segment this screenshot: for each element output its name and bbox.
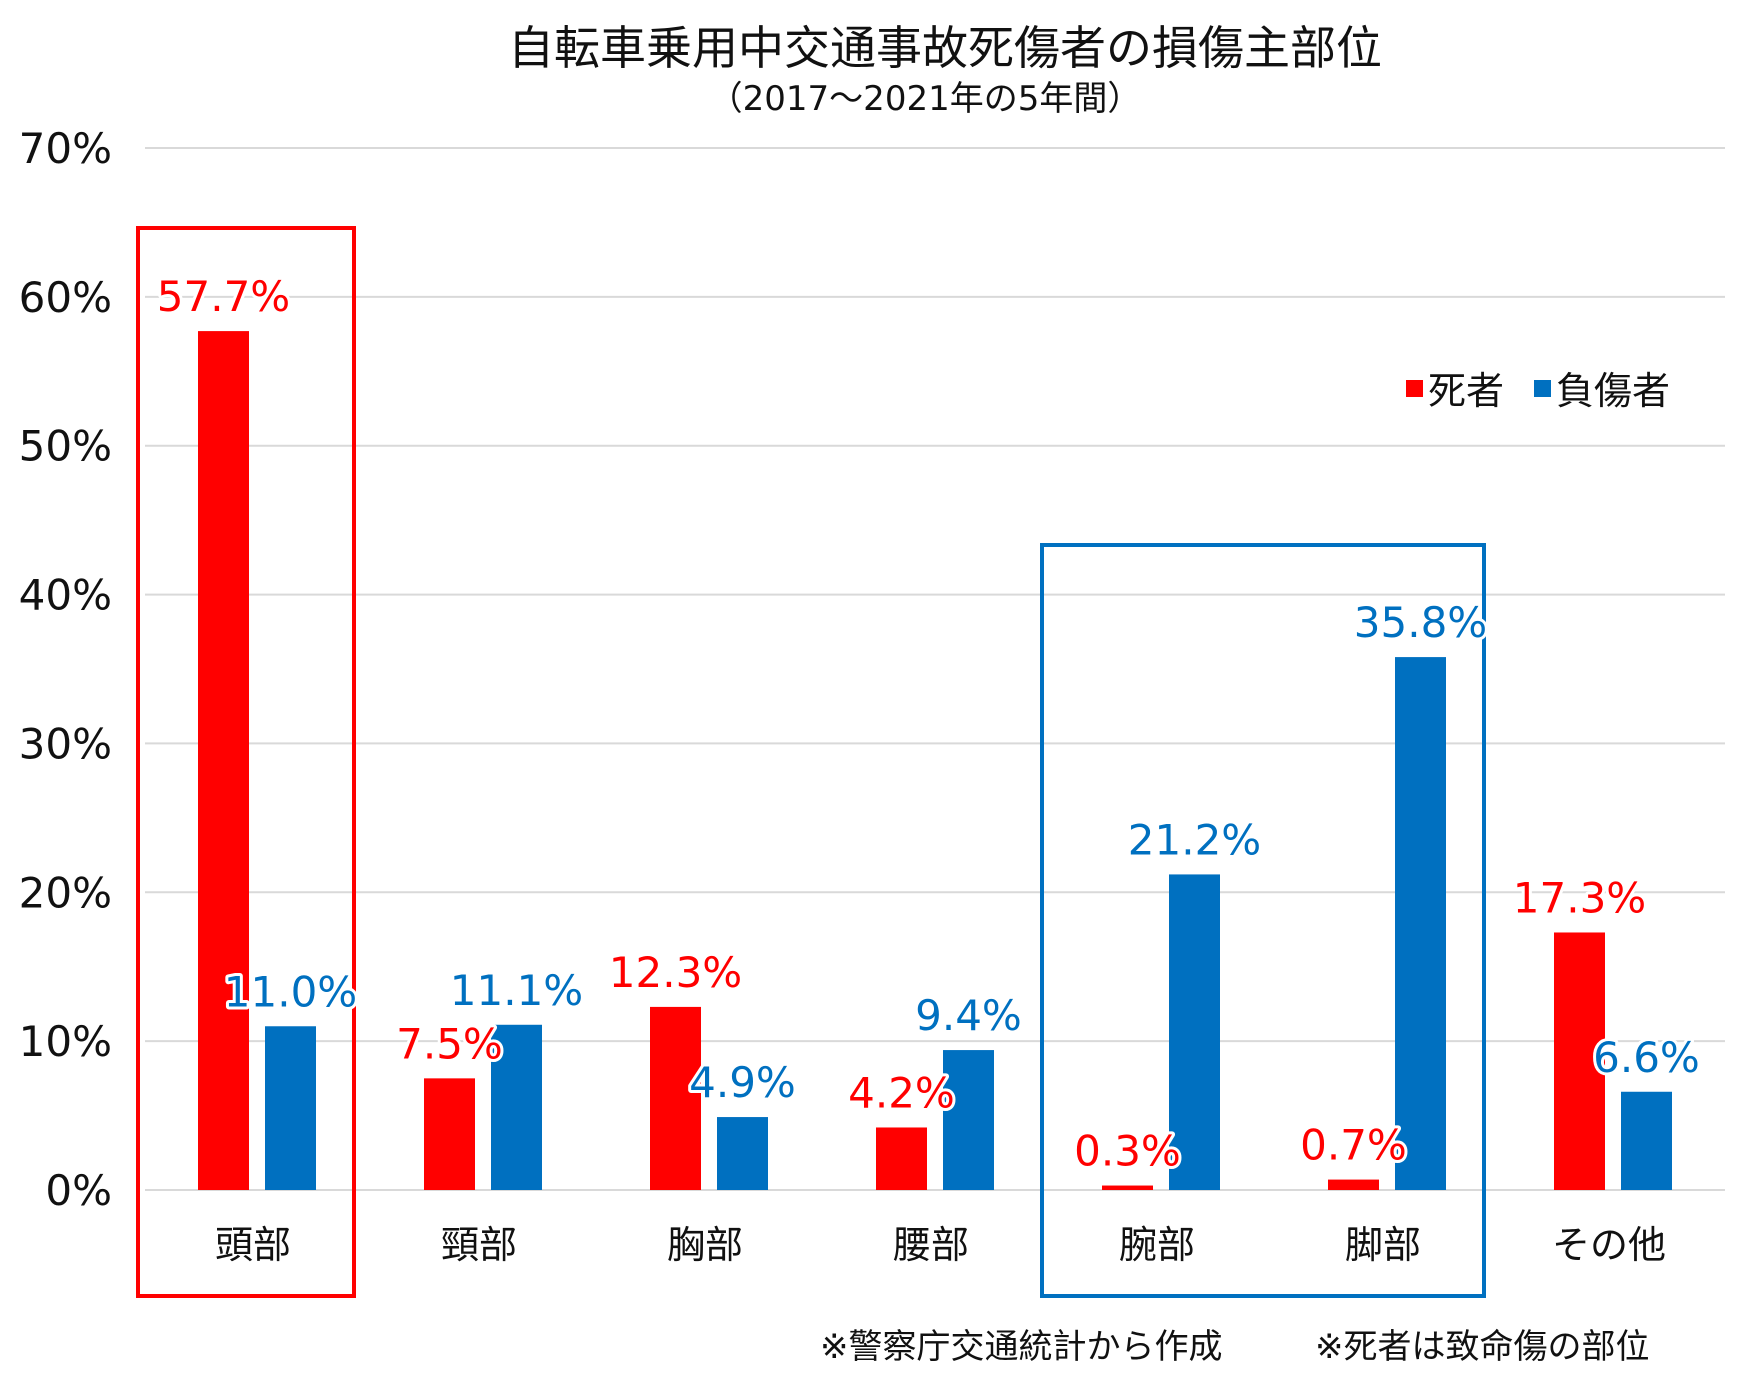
data-label-deaths: 57.7%	[157, 272, 290, 321]
bar-injuries	[491, 1024, 542, 1190]
data-label-injuries: 35.8%	[1354, 598, 1487, 647]
y-tick-label: 10%	[19, 1017, 112, 1066]
data-label-injuries: 21.2%	[1128, 815, 1261, 864]
source-note: ※警察庁交通統計から作成	[820, 1327, 1223, 1367]
data-label-injuries: 9.4%	[915, 991, 1022, 1040]
y-tick-label: 30%	[19, 719, 112, 768]
bar-deaths	[876, 1127, 927, 1190]
bar-deaths	[650, 1006, 701, 1190]
bar-injuries	[265, 1026, 316, 1190]
x-category-label: 脚部	[1345, 1223, 1421, 1267]
x-category-label: 頭部	[215, 1223, 291, 1267]
bar-injuries	[717, 1117, 768, 1190]
highlight-box	[136, 226, 356, 1298]
bar-injuries	[1169, 874, 1220, 1190]
bar-injuries	[943, 1050, 994, 1190]
bar-injuries	[1621, 1091, 1672, 1190]
y-tick-label: 60%	[19, 273, 112, 322]
x-category-label: 頸部	[441, 1223, 517, 1267]
data-label-deaths: 17.3%	[1513, 873, 1646, 922]
x-category-label: 胸部	[667, 1223, 743, 1267]
data-label-deaths: 4.2%	[848, 1068, 955, 1117]
data-label-injuries: 11.1%	[450, 966, 583, 1015]
y-tick-label: 50%	[19, 422, 112, 471]
data-labels: 57.7% 11.0% 7.5%11.1% 12.3% 4.9% 4.2% 9.4% 0.3%…	[154, 269, 1703, 1178]
legend-label-deaths: 死者	[1428, 369, 1504, 413]
bar-deaths	[1328, 1179, 1379, 1190]
legend-label-injuries: 負傷者	[1556, 369, 1670, 413]
y-axis-tick-labels: 0% 10% 20% 30% 40% 50% 60% 70%	[19, 124, 112, 1215]
bar-deaths	[198, 331, 249, 1190]
definition-note: ※死者は致命傷の部位	[1315, 1327, 1650, 1367]
legend-swatch-injuries	[1534, 380, 1551, 397]
data-label-deaths: 0.7%	[1300, 1121, 1407, 1170]
chart-subtitle: （2017～2021年の5年間）	[709, 79, 1142, 119]
data-label-deaths: 12.3%	[609, 948, 742, 997]
legend: 死者 負傷者	[1406, 369, 1670, 413]
x-category-label: 腕部	[1119, 1223, 1195, 1267]
data-label-deaths: 0.3%	[1074, 1127, 1181, 1176]
x-axis-category-labels: 頭部 頸部 胸部 腰部 腕部 脚部 その他	[215, 1223, 1666, 1267]
y-tick-label: 40%	[19, 571, 112, 620]
y-tick-label: 70%	[19, 124, 112, 173]
x-category-label: 腰部	[893, 1223, 969, 1267]
bar-deaths	[1554, 932, 1605, 1190]
y-tick-label: 0%	[45, 1166, 112, 1215]
gridlines	[145, 147, 1725, 1191]
data-label-injuries: 4.9%	[689, 1058, 796, 1107]
y-tick-label: 20%	[19, 868, 112, 917]
bar-deaths	[1102, 1185, 1153, 1190]
highlight-box	[1040, 543, 1486, 1298]
chart-title: 自転車乗用中交通事故死傷者の損傷主部位	[508, 21, 1382, 75]
data-label-injuries: 6.6%	[1593, 1033, 1700, 1082]
bar-injuries	[1395, 657, 1446, 1190]
bar-deaths	[424, 1078, 475, 1190]
data-label-injuries: 11.0%	[224, 967, 357, 1016]
data-label-deaths: 7.5%	[396, 1019, 503, 1068]
highlight-boxes	[136, 226, 1486, 1298]
legend-swatch-deaths	[1406, 380, 1423, 397]
bars	[198, 331, 1672, 1190]
x-category-label: その他	[1552, 1223, 1666, 1267]
